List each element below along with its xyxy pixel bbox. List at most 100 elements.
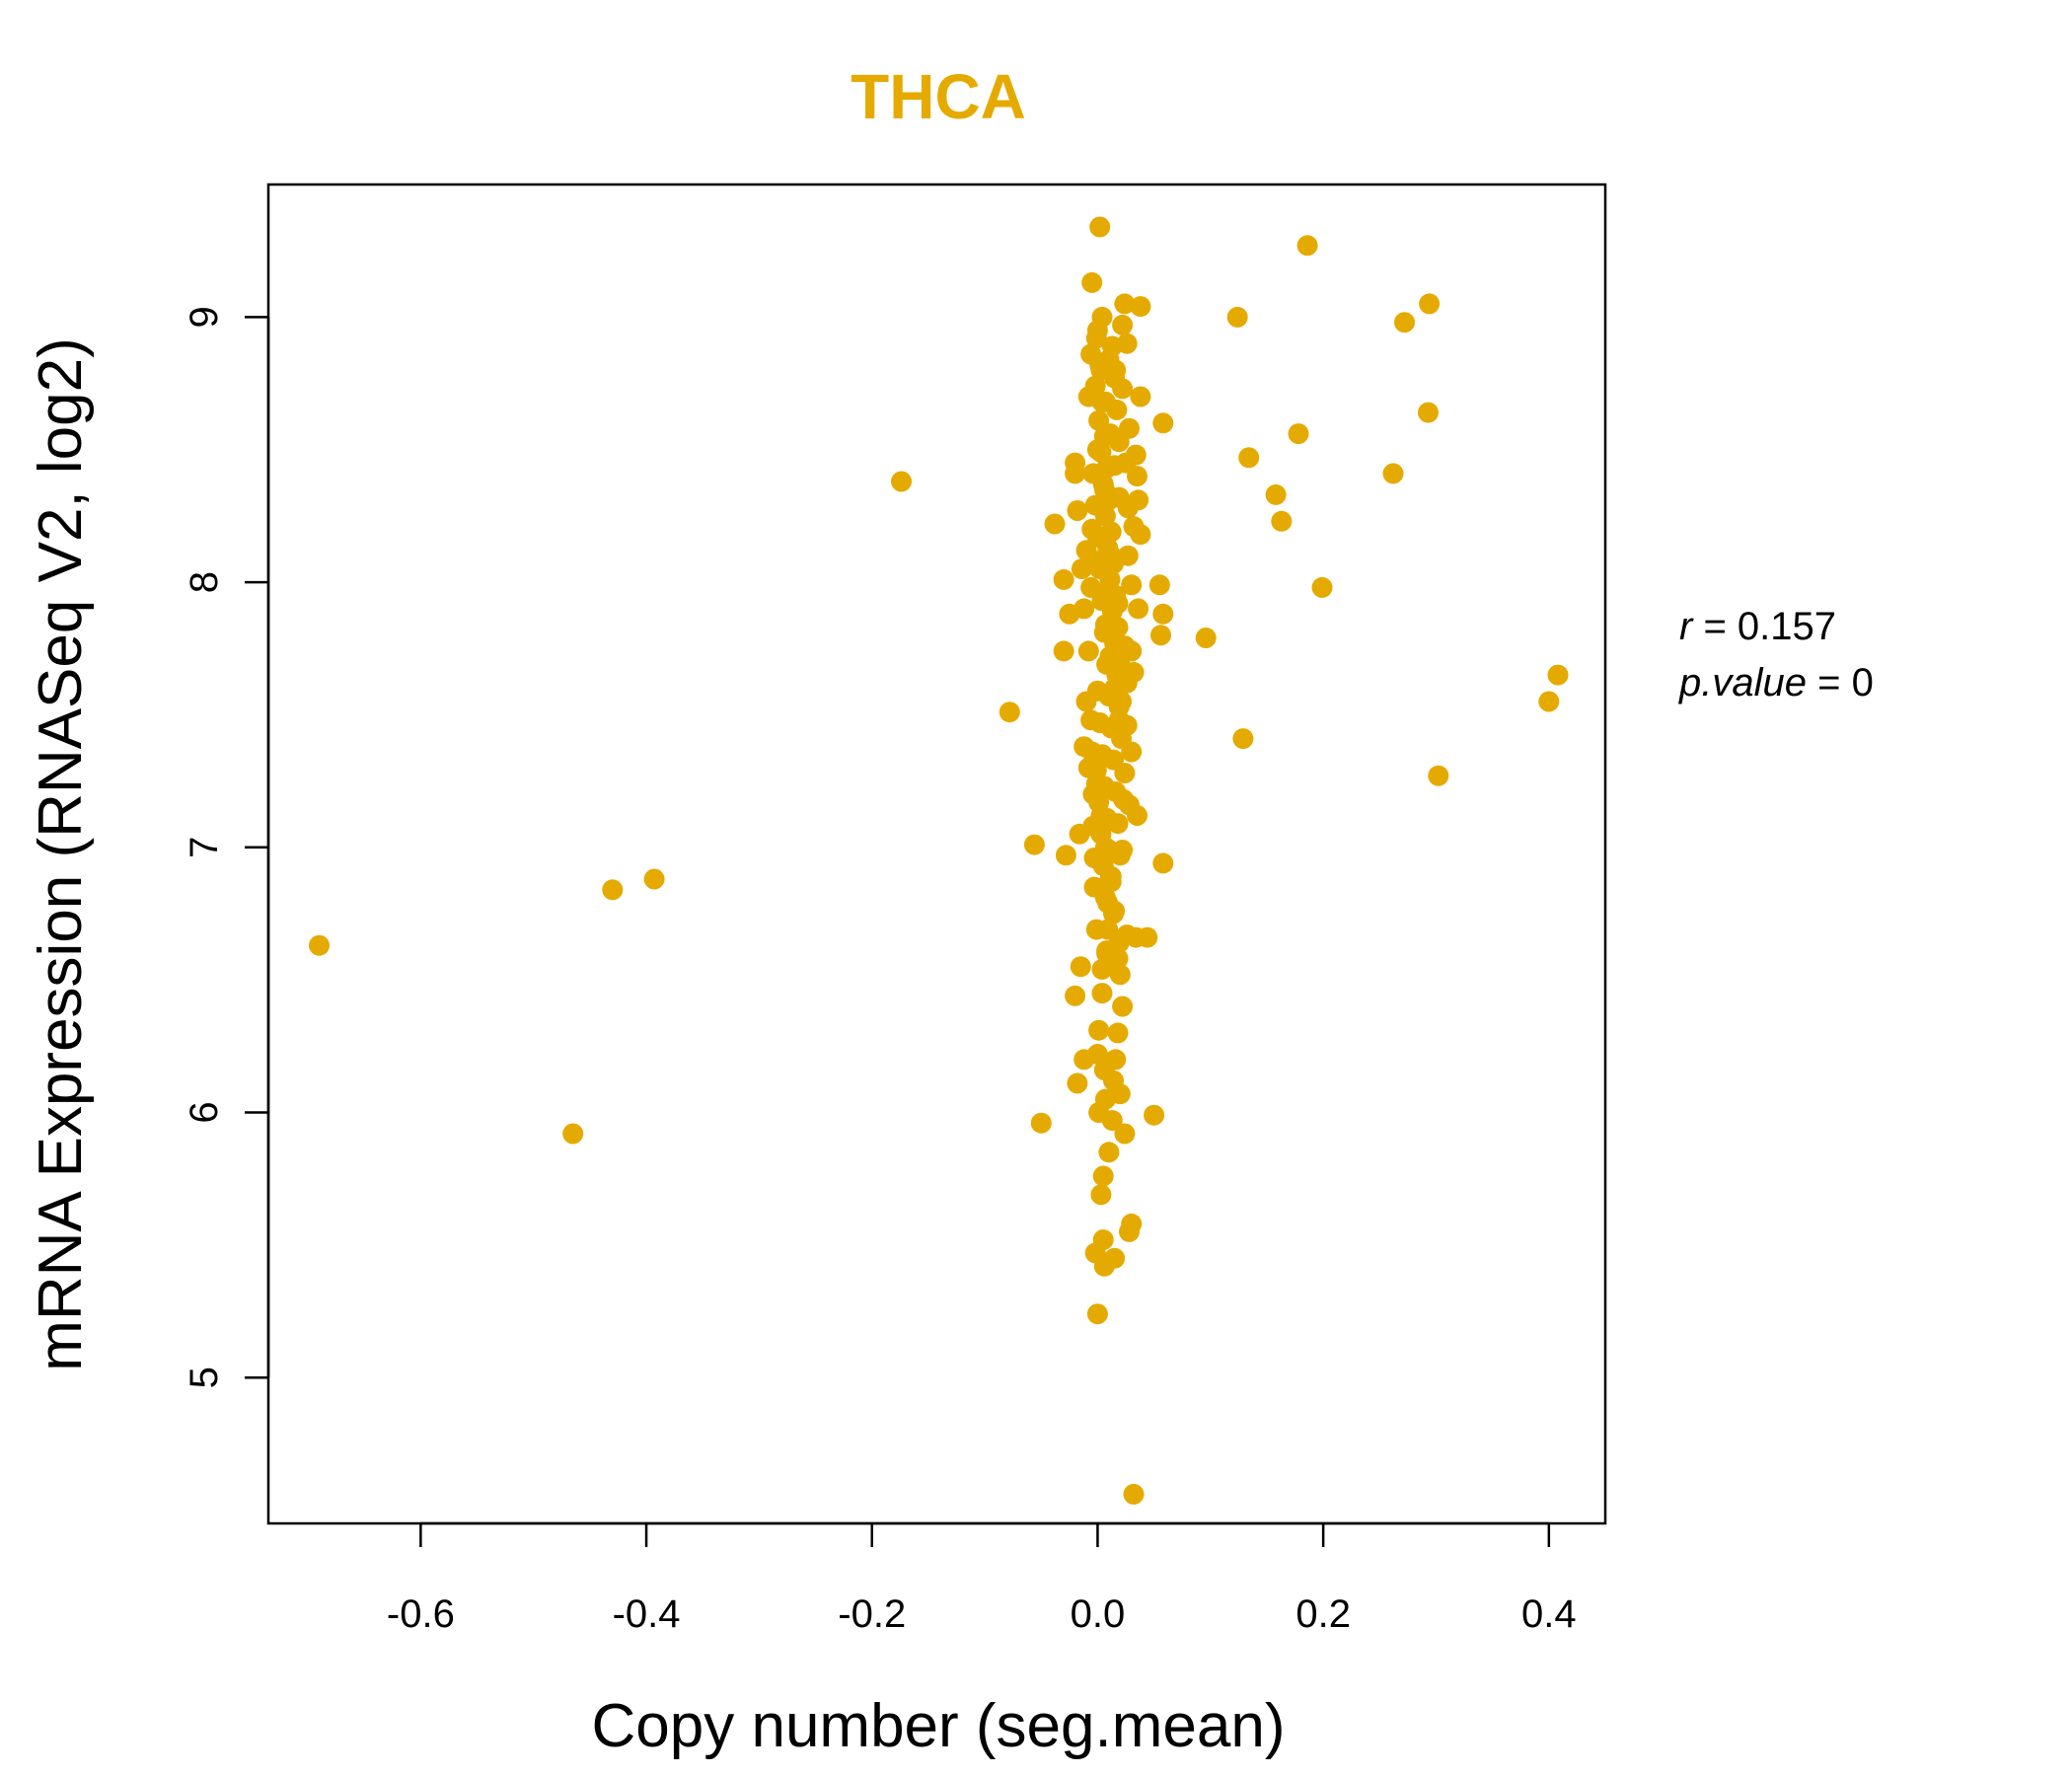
data-point-91 [1382, 463, 1404, 484]
data-point-70 [1130, 386, 1151, 407]
data-point-168 [1085, 773, 1107, 794]
y-tick-label: 5 [183, 1367, 226, 1388]
data-point-166 [1108, 709, 1130, 731]
data-point-5 [999, 702, 1020, 723]
y-tick-label: 9 [183, 306, 226, 328]
data-point-96 [1538, 691, 1560, 712]
data-point-1 [562, 1123, 584, 1145]
data-point-15 [1067, 500, 1088, 521]
data-point-89 [1296, 235, 1318, 257]
data-point-45 [1098, 1142, 1120, 1163]
data-point-174 [1086, 439, 1108, 461]
data-point-49 [1105, 1049, 1127, 1071]
data-point-33 [1088, 1019, 1110, 1041]
data-point-39 [1092, 1165, 1114, 1187]
data-point-14 [1065, 463, 1086, 484]
data-point-76 [1144, 1104, 1165, 1126]
data-point-2 [602, 879, 624, 901]
data-point-90 [1311, 576, 1333, 598]
data-point-187 [1119, 417, 1140, 439]
data-point-71 [1112, 314, 1134, 335]
data-point-179 [1116, 672, 1138, 694]
data-point-78 [1150, 625, 1171, 646]
data-point-77 [1148, 574, 1170, 596]
data-point-186 [1113, 788, 1135, 810]
data-point-94 [1419, 293, 1441, 315]
r-symbol: r [1679, 605, 1694, 648]
chart-title: THCA [851, 61, 1026, 132]
data-point-9 [1053, 568, 1074, 590]
data-point-192 [1080, 576, 1102, 598]
data-point-157 [1099, 423, 1121, 445]
data-point-53 [1114, 1123, 1136, 1145]
data-point-199 [1071, 558, 1092, 580]
p-value-statistic: p.value = 0 [1678, 661, 1874, 704]
data-point-171 [1099, 868, 1121, 890]
data-point-30 [1086, 1303, 1108, 1325]
y-axis: 5 6 7 8 9 [183, 306, 270, 1388]
data-point-175 [1093, 479, 1115, 500]
data-point-151 [1107, 813, 1129, 835]
data-point-180 [1114, 763, 1136, 783]
data-point-203 [1107, 1022, 1129, 1044]
data-point-88 [1288, 423, 1309, 445]
data-point-16 [1067, 1073, 1088, 1094]
data-point-73 [1130, 296, 1151, 318]
data-point-195 [1080, 709, 1102, 731]
data-point-140 [1082, 463, 1104, 484]
data-point-153 [1083, 876, 1105, 898]
data-point-194 [1075, 540, 1097, 561]
data-point-191 [1105, 359, 1127, 381]
y-tick-label: 6 [183, 1101, 226, 1123]
data-point-6 [1023, 834, 1045, 855]
y-axis-title: mRNA Expression (RNASeq V2, log2) [27, 337, 95, 1371]
data-point-19 [1070, 956, 1091, 978]
data-point-182 [1117, 545, 1139, 566]
data-point-0 [309, 934, 330, 956]
data-point-178 [1114, 635, 1136, 657]
data-point-93 [1418, 402, 1439, 423]
data-point-95 [1428, 765, 1449, 786]
data-point-205 [1096, 942, 1118, 964]
data-point-185 [1111, 691, 1132, 712]
data-point-31 [1086, 1043, 1108, 1065]
data-point-8 [1044, 513, 1066, 535]
data-point-81 [1152, 852, 1174, 874]
data-point-25 [1081, 271, 1103, 293]
x-axis: -0.6 -0.4 -0.2 0.0 0.2 0.4 [387, 1521, 1577, 1636]
data-point-92 [1394, 312, 1415, 333]
p-value: = 0 [1807, 661, 1874, 704]
x-tick-label: -0.4 [613, 1592, 681, 1636]
data-point-160 [1081, 518, 1103, 540]
data-point-17 [1065, 985, 1086, 1006]
x-tick-label: 0.2 [1295, 1592, 1351, 1636]
data-point-72 [1114, 293, 1136, 315]
r-value: = 0.157 [1692, 605, 1836, 648]
data-point-87 [1271, 510, 1293, 532]
x-axis-title: Copy number (seg.mean) [592, 1692, 1286, 1760]
data-point-170 [1094, 837, 1116, 858]
data-point-86 [1265, 483, 1287, 505]
data-point-48 [1104, 1247, 1126, 1269]
data-point-200 [1121, 574, 1143, 596]
y-tick-label: 8 [183, 571, 226, 593]
x-tick-label: 0.0 [1071, 1592, 1126, 1636]
data-point-196 [1077, 757, 1099, 778]
data-point-189 [1091, 306, 1113, 328]
data-point-184 [1117, 497, 1139, 519]
p-symbol: p.value [1678, 661, 1807, 704]
data-point-183 [1115, 452, 1137, 474]
data-point-57 [1123, 1483, 1145, 1505]
data-point-197 [1082, 815, 1104, 837]
y-tick-label: 7 [183, 837, 226, 858]
data-point-141 [1084, 494, 1106, 516]
data-point-181 [1112, 840, 1134, 860]
data-point-11 [1055, 845, 1076, 866]
data-point-164 [1099, 645, 1121, 667]
data-point-117 [1084, 375, 1106, 397]
data-point-56 [1121, 1213, 1143, 1234]
data-point-204 [1103, 1070, 1124, 1091]
data-point-167 [1081, 741, 1103, 763]
x-tick-label: -0.6 [387, 1592, 455, 1636]
